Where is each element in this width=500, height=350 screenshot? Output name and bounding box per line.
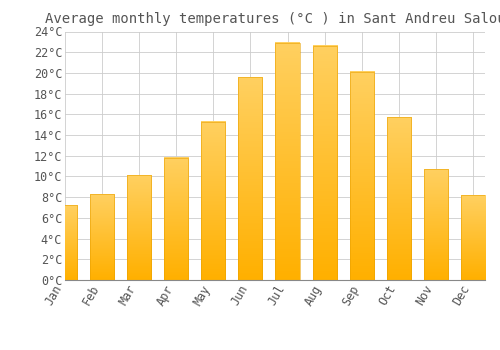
Bar [127, 175, 151, 280]
Bar [238, 77, 262, 280]
Bar [461, 195, 485, 280]
Bar [53, 205, 77, 280]
Bar [350, 72, 374, 280]
Bar [424, 169, 448, 280]
Bar [386, 118, 411, 280]
Bar [164, 158, 188, 280]
Title: Average monthly temperatures (°C ) in Sant Andreu Salou: Average monthly temperatures (°C ) in Sa… [44, 12, 500, 26]
Bar [312, 46, 336, 280]
Bar [202, 121, 226, 280]
Bar [90, 194, 114, 280]
Bar [276, 43, 299, 280]
